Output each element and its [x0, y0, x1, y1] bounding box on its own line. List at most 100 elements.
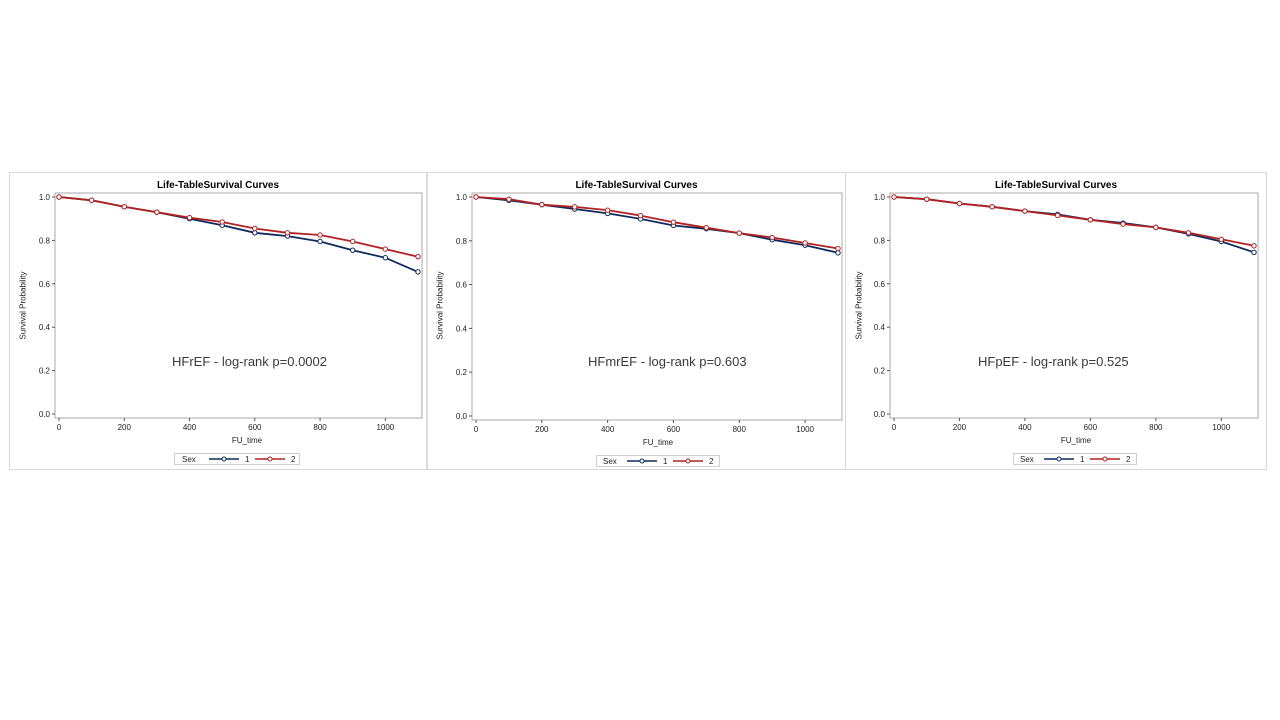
series-line-2: [58, 196, 419, 258]
data-point-2: [835, 245, 841, 252]
data-point-2: [121, 204, 127, 210]
data-point-2: [284, 230, 291, 236]
x-tick-label: 200: [535, 425, 549, 434]
y-tick-label: 1.0: [456, 193, 468, 202]
y-tick-label: 0.4: [39, 323, 51, 332]
plot-frame: [54, 192, 423, 419]
legend-label-2: 2: [1126, 455, 1131, 464]
plot-area: 0.0 0.2 0.4 0.6 0.8 1.0 0 200 400 600 800 1000: [39, 192, 423, 432]
data-point-1: [1251, 249, 1257, 256]
x-axis-label: FU_time: [231, 436, 263, 445]
data-point-2: [154, 209, 160, 215]
chart-panel-hfmref: Life-TableSurvival Curves 0.0 0.2 0.4 0.6 0.…: [427, 172, 846, 470]
data-point-2: [670, 219, 677, 225]
legend-title: Sex: [182, 455, 196, 464]
data-point-2: [572, 204, 578, 210]
data-point-2: [1185, 230, 1192, 236]
data-point-2: [1087, 217, 1094, 223]
y-tick-label: 0.8: [39, 236, 51, 245]
data-point-2: [382, 246, 389, 252]
data-point-1: [415, 269, 421, 275]
data-point-1: [252, 230, 258, 236]
data-point-2: [219, 219, 225, 225]
data-point-2: [736, 230, 742, 236]
legend-label-1: 1: [245, 455, 250, 464]
legend-swatch-1: [1044, 456, 1074, 462]
y-axis-label: Survival Probability: [854, 271, 864, 340]
log-rank-annotation: HFrEF - log-rank p=0.0002: [172, 354, 327, 369]
legend-label-1: 1: [663, 457, 668, 466]
x-tick-label: 600: [248, 423, 262, 432]
plot-area: 0.0 0.2 0.4 0.6 0.8 1.0 0 200 400 600 800 1000: [874, 192, 1259, 432]
y-tick-label: 1.0: [874, 193, 886, 202]
x-tick-label: 400: [1018, 423, 1032, 432]
data-point-2: [637, 212, 644, 219]
plot-area: 0.0 0.2 0.4 0.6 0.8 1.0 0 200 400 600 800 1000: [456, 192, 843, 434]
y-tick-label: 0.2: [874, 367, 886, 376]
legend-label-2: 2: [709, 457, 714, 466]
x-tick-label: 1000: [376, 423, 394, 432]
y-tick-label: 0.6: [39, 280, 51, 289]
x-tick-label: 600: [1084, 423, 1098, 432]
series-line-2: [893, 196, 1255, 247]
data-point-2: [473, 194, 479, 200]
chart-panel-hfref: Life-TableSurvival Curves 0.0 0.2 0.4 0.6 0.…: [9, 172, 427, 470]
legend: Sex 1 2: [596, 455, 720, 467]
plot-frame: [889, 192, 1259, 419]
data-point-2: [539, 201, 545, 208]
data-point-2: [506, 196, 512, 202]
x-tick-label: 400: [183, 423, 197, 432]
y-axis-label: Survival Probability: [18, 271, 28, 340]
legend-swatch-2: [255, 456, 285, 462]
y-tick-label: 1.0: [39, 193, 51, 202]
plot-frame: [471, 192, 843, 421]
data-point-2: [350, 238, 356, 245]
x-tick-label: 600: [667, 425, 681, 434]
legend-label-1: 1: [1080, 455, 1085, 464]
data-point-2: [415, 253, 421, 260]
data-point-1: [317, 238, 323, 245]
data-point-2: [802, 240, 808, 246]
y-tick-label: 0.8: [874, 236, 886, 245]
y-tick-label: 0.4: [456, 324, 468, 333]
data-point-1: [835, 250, 841, 256]
data-point-2: [252, 225, 258, 232]
y-tick-label: 0.0: [456, 412, 468, 421]
data-point-1: [350, 247, 356, 253]
data-point-1: [382, 255, 389, 261]
data-point-2: [1153, 224, 1159, 231]
y-tick-label: 0.0: [874, 410, 886, 419]
data-point-2: [769, 234, 775, 241]
x-tick-label: 800: [1149, 423, 1163, 432]
y-tick-label: 0.4: [874, 323, 886, 332]
legend: Sex 1 2: [1013, 453, 1137, 465]
x-tick-label: 1000: [796, 425, 814, 434]
legend-swatch-2: [673, 458, 703, 464]
chart-panel-hfpef: Life-TableSurvival Curves 0.0 0.2 0.4 0.6 0.…: [845, 172, 1267, 470]
legend-swatch-2: [1090, 456, 1120, 462]
data-point-2: [989, 204, 995, 210]
legend-label-2: 2: [291, 455, 296, 464]
y-tick-label: 0.8: [456, 237, 468, 246]
legend-title: Sex: [1020, 455, 1034, 464]
y-tick-label: 0.2: [39, 367, 51, 376]
x-tick-label: 800: [733, 425, 747, 434]
legend: Sex 1 2: [174, 453, 300, 465]
series-line-2: [475, 196, 839, 250]
log-rank-annotation: HFmrEF - log-rank p=0.603: [588, 354, 747, 369]
data-point-2: [604, 207, 611, 213]
data-point-2: [56, 194, 62, 200]
x-axis-label: FU_time: [642, 438, 674, 447]
x-tick-label: 200: [953, 423, 967, 432]
data-point-2: [956, 200, 963, 207]
legend-swatch-1: [627, 458, 657, 464]
x-tick-label: 800: [313, 423, 327, 432]
y-tick-label: 0.0: [39, 410, 51, 419]
data-point-2: [703, 224, 710, 231]
data-point-2: [891, 194, 897, 200]
x-tick-label: 200: [118, 423, 132, 432]
data-point-2: [88, 197, 95, 203]
x-tick-label: 400: [601, 425, 615, 434]
log-rank-annotation: HFpEF - log-rank p=0.525: [978, 354, 1129, 369]
x-tick-label: 0: [57, 423, 62, 432]
